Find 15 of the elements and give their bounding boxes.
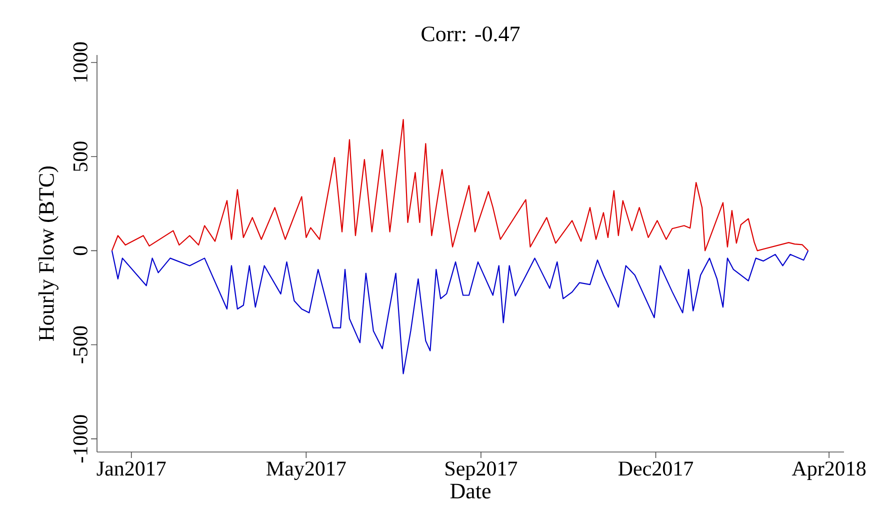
x-tick-label: Apr2018: [792, 462, 866, 480]
x-tick-label: May2017: [266, 462, 346, 480]
x-tick-label: Dec2017: [618, 462, 694, 476]
x-axis-title: Date: [450, 484, 491, 499]
line-series: [111, 250, 809, 374]
x-tick-label: Jan2017: [96, 462, 166, 476]
y-tick-label: -500: [73, 326, 88, 364]
y-tick-label: -1000: [73, 415, 88, 463]
y-tick-label: 0: [73, 246, 88, 256]
y-axis-title: Hourly Flow (BTC): [38, 166, 58, 341]
line-series: [111, 118, 809, 252]
y-tick-label: 1000: [73, 42, 88, 82]
y-tick-label: 500: [73, 142, 88, 172]
chart-title: Corr: -0.47: [422, 26, 520, 42]
x-tick-label: Sep2017: [446, 462, 518, 480]
